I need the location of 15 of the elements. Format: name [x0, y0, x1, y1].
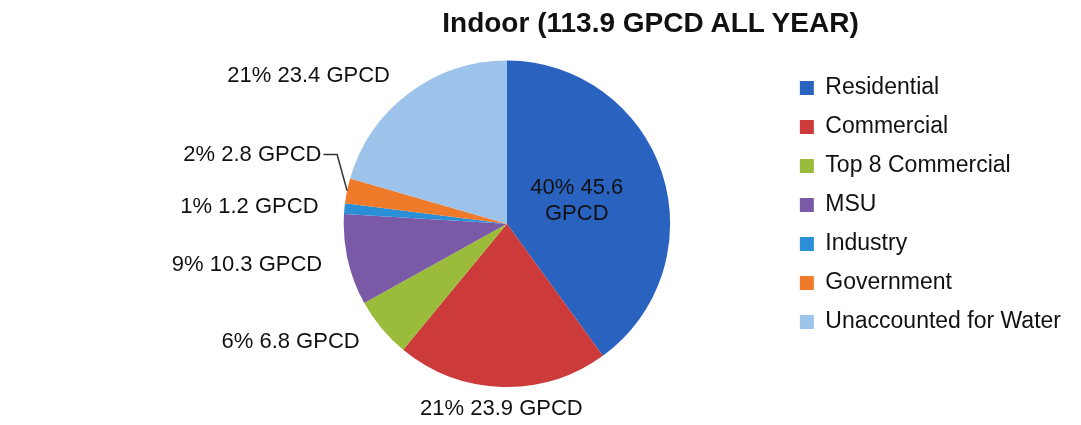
data-label: 21% 23.4 GPCD: [227, 61, 391, 87]
legend-label: Top 8 Commercial: [825, 151, 1011, 178]
legend-label: Commercial: [825, 112, 949, 139]
data-label: 40% 45.6 GPCD: [530, 174, 624, 226]
legend-label: Residential: [825, 73, 940, 100]
data-label: 21% 23.9 GPCD: [420, 394, 583, 420]
data-label: 9% 10.3 GPCD: [171, 250, 323, 276]
legend-label: Industry: [825, 229, 908, 256]
legend-label: Unaccounted for Water: [825, 307, 1062, 334]
legend-label: Government: [825, 268, 953, 295]
legend-label: MSU: [825, 190, 877, 217]
data-label: 6% 6.8 GPCD: [221, 328, 360, 354]
data-label: 2% 2.8 GPCD: [183, 140, 322, 166]
data-label: 1% 1.2 GPCD: [180, 192, 319, 218]
chart-title: Indoor (113.9 GPCD ALL YEAR): [442, 6, 859, 38]
